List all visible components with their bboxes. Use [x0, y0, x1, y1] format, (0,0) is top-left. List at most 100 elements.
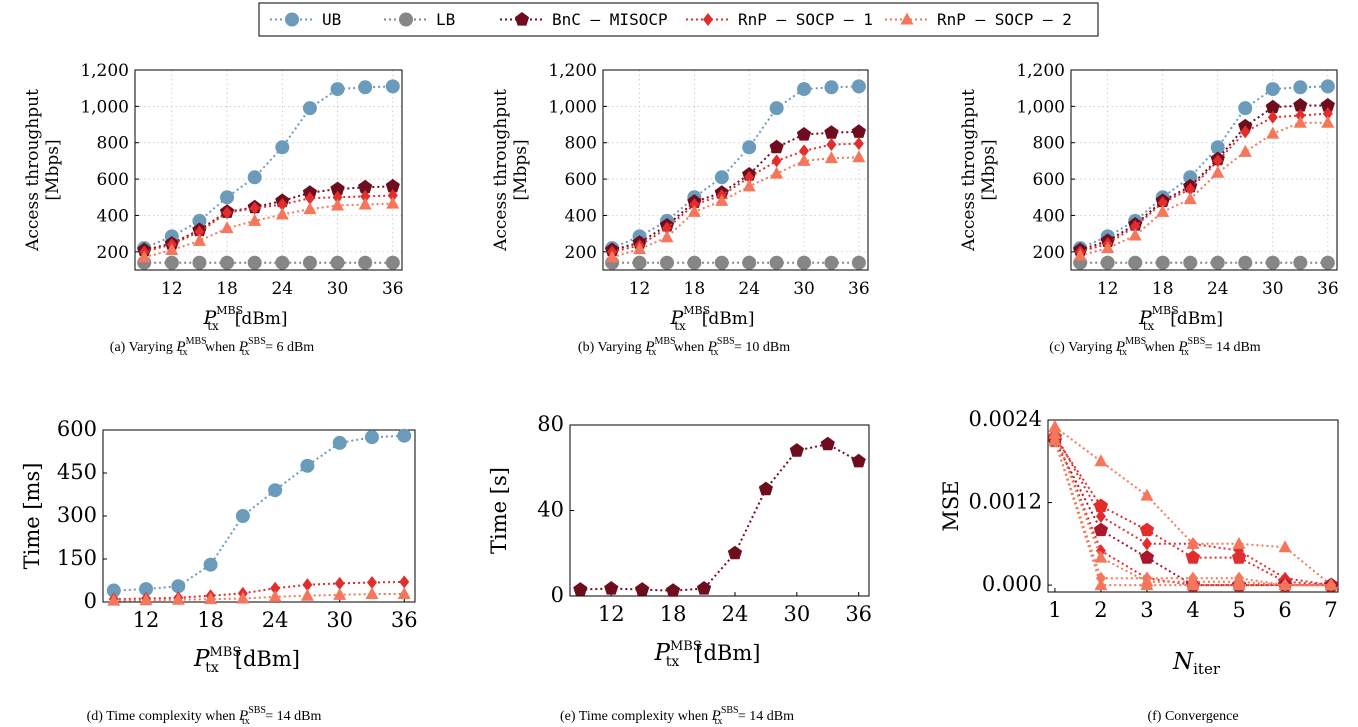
x-axis-label: PMBS tx [dBm]	[1138, 304, 1223, 333]
data-point-4-4	[715, 193, 729, 206]
series-line-1	[113, 580, 405, 601]
data-point-1-7	[797, 255, 812, 270]
y-axis-label: Time [s]	[487, 467, 511, 554]
data-point-6-1	[1094, 550, 1108, 563]
data-point-0-7	[789, 443, 804, 457]
data-point-1-7	[1265, 255, 1280, 270]
xtick-label-2: 24	[271, 279, 293, 299]
chart-b: 12 18 24 30 36 200 400 600 800 1,000 1,200 Access t…	[491, 61, 870, 333]
series-line-0	[580, 443, 860, 592]
y-axis-label: Access throughput	[23, 89, 43, 252]
data-point-0-7	[332, 435, 347, 450]
data-point-3-9	[387, 188, 398, 202]
data-point-0-4	[696, 581, 712, 595]
ytick-label-1: 400	[565, 206, 597, 226]
data-point-1-5	[270, 581, 281, 595]
xtick-label-3: 30	[793, 279, 815, 299]
data-point-0-8	[824, 80, 839, 95]
data-point-2-7	[330, 181, 345, 196]
xtick-label-1: 2	[1094, 598, 1107, 622]
data-point-4-8	[358, 197, 372, 210]
data-point-2-8	[1293, 98, 1308, 112]
series-line-4	[143, 202, 393, 259]
y-axis-label: MSE	[939, 480, 963, 531]
data-point-4-2	[1128, 228, 1142, 241]
ytick-label-2: 600	[1033, 170, 1065, 190]
xtick-label-4: 5	[1232, 598, 1245, 622]
data-point-7-6	[1326, 578, 1337, 592]
data-point-4-1	[633, 242, 647, 255]
ytick-label-0: 0	[84, 589, 97, 613]
series-line-2	[113, 593, 405, 602]
xtick-label-3: 30	[1262, 279, 1284, 299]
legend-box	[258, 2, 1099, 37]
data-point-2-8	[358, 179, 373, 194]
data-point-1-8	[358, 255, 373, 270]
data-point-0-2	[635, 582, 650, 596]
data-point-4-0	[1073, 248, 1087, 261]
data-point-1-6	[302, 255, 317, 270]
data-point-0-7	[797, 82, 812, 97]
series-0	[106, 428, 412, 598]
data-point-1-6	[302, 578, 313, 592]
xtick-label-4: 36	[391, 608, 418, 632]
caption-c: (c) Varying PMBS tx when PSBS tx = 14 dBm	[1049, 336, 1260, 358]
data-point-1-4	[714, 255, 729, 270]
ytick-label-4: 1,000	[80, 97, 129, 117]
ytick-label-0: 200	[97, 243, 129, 263]
data-point-3-6	[304, 191, 315, 205]
data-point-4-6	[303, 202, 317, 215]
data-point-4-0	[137, 250, 151, 263]
data-point-3-2	[194, 225, 205, 239]
data-point-3-2	[661, 221, 672, 235]
data-point-0-2	[1139, 522, 1155, 537]
xtick-label-2: 24	[738, 279, 760, 299]
data-point-0-5	[275, 140, 290, 155]
xtick-label-3: 30	[327, 279, 349, 299]
data-point-2-4	[236, 591, 250, 604]
series-1	[1073, 255, 1335, 270]
series-line-4	[611, 156, 859, 259]
series-line-0	[611, 85, 859, 250]
data-point-0-9	[1320, 79, 1335, 94]
data-point-0-5	[268, 483, 283, 498]
captions: (a) Varying PMBS tx when PSBS tx = 6 dBm (b…	[87, 336, 1261, 727]
data-point-0-5	[1210, 140, 1225, 155]
data-point-1-3	[220, 255, 235, 270]
data-point-1-1	[1095, 509, 1106, 523]
xtick-label-0: 12	[1097, 279, 1119, 299]
series-1	[605, 255, 866, 270]
data-point-0-3	[1185, 550, 1201, 564]
data-point-0-6	[1238, 101, 1253, 116]
data-point-2-1	[139, 593, 153, 606]
legend-marker-4	[900, 12, 914, 25]
data-point-2-6	[300, 588, 314, 601]
data-point-7-1	[1095, 571, 1106, 585]
ytick-label-3: 800	[1033, 134, 1065, 154]
xtick-label-0: 12	[629, 279, 651, 299]
data-point-4-5	[275, 207, 289, 220]
data-point-3-4	[1185, 182, 1196, 196]
xtick-label-5: 6	[1278, 598, 1291, 622]
data-point-5-4	[1232, 536, 1246, 549]
data-point-1-1	[164, 255, 179, 270]
data-point-5-2	[1140, 488, 1154, 501]
series-4	[605, 150, 866, 263]
data-point-3-3	[222, 206, 233, 220]
data-point-0-6	[302, 101, 317, 116]
legend-label-0: UB	[322, 10, 341, 29]
data-point-4-0	[605, 250, 619, 263]
data-point-4-6	[1238, 144, 1252, 157]
data-point-0-8	[364, 430, 379, 445]
data-point-3-7	[799, 144, 810, 158]
data-point-3-7	[1267, 110, 1278, 124]
data-point-4-9	[386, 196, 400, 209]
data-point-2-7	[333, 587, 347, 600]
data-point-0-6	[300, 458, 315, 473]
caption-d: (d) Time complexity when PSBS tx = 14 dBm	[87, 705, 322, 727]
xtick-label-3: 4	[1186, 598, 1199, 622]
data-point-3-3	[1157, 196, 1168, 210]
series-4	[137, 196, 400, 263]
data-point-1-4	[247, 255, 262, 270]
data-point-7-5	[1280, 578, 1291, 592]
